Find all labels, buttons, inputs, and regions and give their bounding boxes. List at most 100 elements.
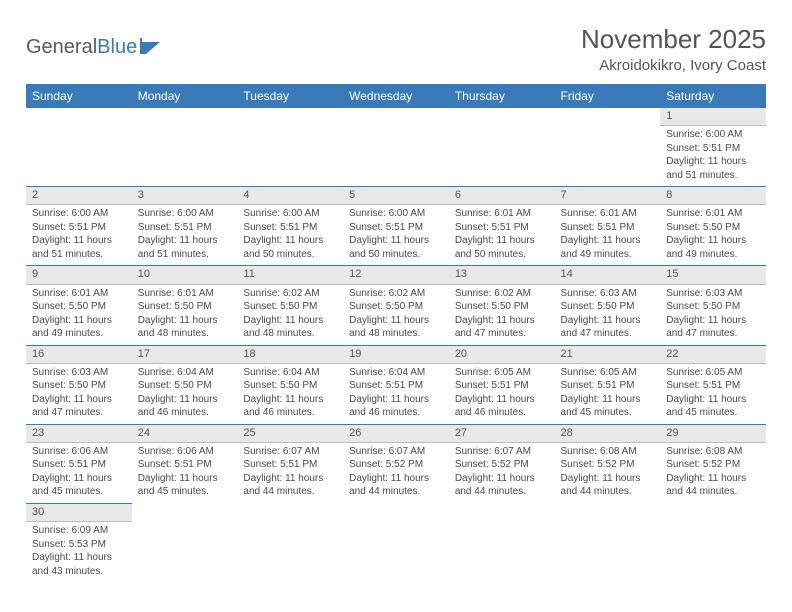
day-number: 3 xyxy=(132,186,238,205)
calendar-cell xyxy=(132,503,238,582)
sunset-text: Sunset: 5:53 PM xyxy=(32,538,126,552)
daylight-text: Daylight: 11 hours and 43 minutes. xyxy=(32,551,126,578)
calendar-cell xyxy=(449,503,555,582)
day-body: Sunrise: 6:02 AMSunset: 5:50 PMDaylight:… xyxy=(343,285,449,345)
daylight-text: Daylight: 11 hours and 46 minutes. xyxy=(243,393,337,420)
day-body: Sunrise: 6:01 AMSunset: 5:50 PMDaylight:… xyxy=(660,205,766,265)
calendar-cell: 3Sunrise: 6:00 AMSunset: 5:51 PMDaylight… xyxy=(132,186,238,265)
calendar-cell: 30 Sunrise: 6:09 AMSunset: 5:53 PMDayligh… xyxy=(26,503,132,582)
day-number: 13 xyxy=(449,265,555,284)
day-header: Tuesday xyxy=(237,84,343,108)
day-number: 4 xyxy=(237,186,343,205)
day-number: 18 xyxy=(237,345,343,364)
daylight-text: Daylight: 11 hours and 45 minutes. xyxy=(666,393,760,420)
location: Akroidokikro, Ivory Coast xyxy=(581,57,766,74)
daylight-text: Daylight: 11 hours and 49 minutes. xyxy=(561,234,655,261)
daylight-text: Daylight: 11 hours and 44 minutes. xyxy=(561,472,655,499)
day-body: Sunrise: 6:04 AMSunset: 5:50 PMDaylight:… xyxy=(237,364,343,424)
day-number: 15 xyxy=(660,265,766,284)
sunset-text: Sunset: 5:52 PM xyxy=(561,458,655,472)
sunset-text: Sunset: 5:52 PM xyxy=(455,458,549,472)
sunset-text: Sunset: 5:50 PM xyxy=(243,300,337,314)
day-number: 22 xyxy=(660,345,766,364)
daylight-text: Daylight: 11 hours and 47 minutes. xyxy=(561,314,655,341)
day-number: 29 xyxy=(660,424,766,443)
day-number: 10 xyxy=(132,265,238,284)
sunset-text: Sunset: 5:51 PM xyxy=(243,221,337,235)
sunrise-text: Sunrise: 6:06 AM xyxy=(138,445,232,459)
sunrise-text: Sunrise: 6:05 AM xyxy=(561,366,655,380)
calendar-cell: 8Sunrise: 6:01 AMSunset: 5:50 PMDaylight… xyxy=(660,186,766,265)
sunset-text: Sunset: 5:50 PM xyxy=(243,379,337,393)
day-number: 24 xyxy=(132,424,238,443)
day-number: 23 xyxy=(26,424,132,443)
day-number: 19 xyxy=(343,345,449,364)
daylight-text: Daylight: 11 hours and 46 minutes. xyxy=(138,393,232,420)
sunset-text: Sunset: 5:51 PM xyxy=(349,221,443,235)
day-header: Thursday xyxy=(449,84,555,108)
daylight-text: Daylight: 11 hours and 48 minutes. xyxy=(138,314,232,341)
day-body: Sunrise: 6:07 AMSunset: 5:52 PMDaylight:… xyxy=(449,443,555,503)
calendar-cell xyxy=(660,503,766,582)
sunrise-text: Sunrise: 6:07 AM xyxy=(349,445,443,459)
day-header: Monday xyxy=(132,84,238,108)
sunrise-text: Sunrise: 6:05 AM xyxy=(455,366,549,380)
calendar-cell: 6Sunrise: 6:01 AMSunset: 5:51 PMDaylight… xyxy=(449,186,555,265)
day-body: Sunrise: 6:03 AMSunset: 5:50 PMDaylight:… xyxy=(26,364,132,424)
calendar-cell xyxy=(343,503,449,582)
calendar-cell: 17Sunrise: 6:04 AMSunset: 5:50 PMDayligh… xyxy=(132,345,238,424)
day-number: 9 xyxy=(26,265,132,284)
day-number: 30 xyxy=(26,503,132,522)
calendar-cell: 12Sunrise: 6:02 AMSunset: 5:50 PMDayligh… xyxy=(343,265,449,344)
day-body: Sunrise: 6:02 AMSunset: 5:50 PMDaylight:… xyxy=(449,285,555,345)
sunset-text: Sunset: 5:51 PM xyxy=(455,379,549,393)
sunrise-text: Sunrise: 6:06 AM xyxy=(32,445,126,459)
daylight-text: Daylight: 11 hours and 51 minutes. xyxy=(32,234,126,261)
sunrise-text: Sunrise: 6:04 AM xyxy=(349,366,443,380)
day-body: Sunrise: 6:01 AMSunset: 5:51 PMDaylight:… xyxy=(555,205,661,265)
calendar-cell: 13Sunrise: 6:02 AMSunset: 5:50 PMDayligh… xyxy=(449,265,555,344)
calendar-cell xyxy=(555,108,661,186)
day-number: 12 xyxy=(343,265,449,284)
day-body: Sunrise: 6:06 AMSunset: 5:51 PMDaylight:… xyxy=(132,443,238,503)
day-body: Sunrise: 6:02 AMSunset: 5:50 PMDaylight:… xyxy=(237,285,343,345)
daylight-text: Daylight: 11 hours and 45 minutes. xyxy=(32,472,126,499)
day-body: Sunrise: 6:03 AMSunset: 5:50 PMDaylight:… xyxy=(660,285,766,345)
calendar-cell: 29Sunrise: 6:08 AMSunset: 5:52 PMDayligh… xyxy=(660,424,766,503)
sunrise-text: Sunrise: 6:09 AM xyxy=(32,524,126,538)
day-body: Sunrise: 6:07 AMSunset: 5:52 PMDaylight:… xyxy=(343,443,449,503)
day-body: Sunrise: 6:01 AMSunset: 5:50 PMDaylight:… xyxy=(132,285,238,345)
sunset-text: Sunset: 5:51 PM xyxy=(666,142,760,156)
daylight-text: Daylight: 11 hours and 48 minutes. xyxy=(243,314,337,341)
logo-flag-icon xyxy=(140,38,162,54)
calendar-table: Sunday Monday Tuesday Wednesday Thursday… xyxy=(26,84,766,582)
sunset-text: Sunset: 5:50 PM xyxy=(455,300,549,314)
sunset-text: Sunset: 5:51 PM xyxy=(349,379,443,393)
header: GeneralBlue November 2025 Akroidokikro, … xyxy=(26,24,766,74)
daylight-text: Daylight: 11 hours and 44 minutes. xyxy=(349,472,443,499)
sunrise-text: Sunrise: 6:04 AM xyxy=(243,366,337,380)
sunrise-text: Sunrise: 6:03 AM xyxy=(666,287,760,301)
daylight-text: Daylight: 11 hours and 49 minutes. xyxy=(32,314,126,341)
day-number: 28 xyxy=(555,424,661,443)
daylight-text: Daylight: 11 hours and 50 minutes. xyxy=(243,234,337,261)
calendar-cell: 15Sunrise: 6:03 AMSunset: 5:50 PMDayligh… xyxy=(660,265,766,344)
sunset-text: Sunset: 5:51 PM xyxy=(243,458,337,472)
calendar-week-row: 30 Sunrise: 6:09 AMSunset: 5:53 PMDayligh… xyxy=(26,503,766,582)
calendar-week-row: 1Sunrise: 6:00 AMSunset: 5:51 PMDaylight… xyxy=(26,108,766,186)
sunset-text: Sunset: 5:51 PM xyxy=(138,458,232,472)
sunset-text: Sunset: 5:50 PM xyxy=(32,379,126,393)
calendar-cell xyxy=(237,108,343,186)
calendar-cell xyxy=(449,108,555,186)
calendar-cell: 4Sunrise: 6:00 AMSunset: 5:51 PMDaylight… xyxy=(237,186,343,265)
calendar-cell: 7Sunrise: 6:01 AMSunset: 5:51 PMDaylight… xyxy=(555,186,661,265)
sunset-text: Sunset: 5:50 PM xyxy=(138,300,232,314)
day-body: Sunrise: 6:00 AMSunset: 5:51 PMDaylight:… xyxy=(343,205,449,265)
sunrise-text: Sunrise: 6:00 AM xyxy=(666,128,760,142)
day-header: Sunday xyxy=(26,84,132,108)
sunrise-text: Sunrise: 6:01 AM xyxy=(666,207,760,221)
sunset-text: Sunset: 5:50 PM xyxy=(138,379,232,393)
day-body: Sunrise: 6:05 AMSunset: 5:51 PMDaylight:… xyxy=(449,364,555,424)
day-body: Sunrise: 6:07 AMSunset: 5:51 PMDaylight:… xyxy=(237,443,343,503)
sunrise-text: Sunrise: 6:03 AM xyxy=(561,287,655,301)
